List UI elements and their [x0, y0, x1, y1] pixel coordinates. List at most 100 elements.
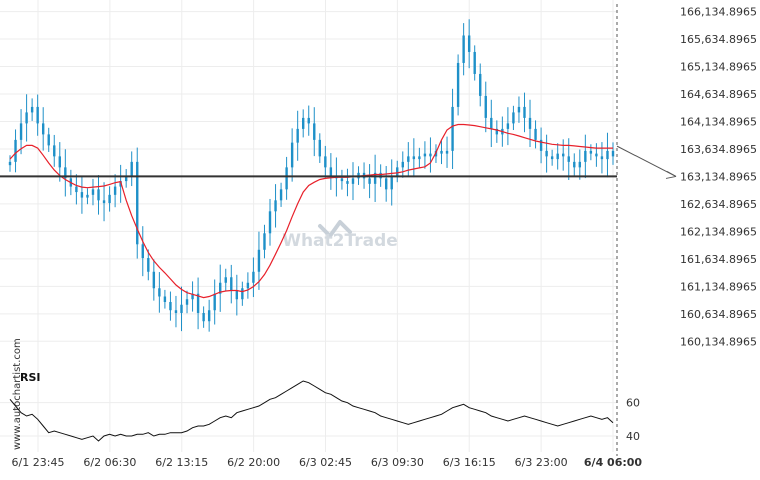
rsi-label: RSI: [20, 371, 41, 384]
candle-body: [36, 106, 39, 124]
candle-body: [53, 145, 56, 157]
price-tick-label: 161,634.8965: [680, 253, 757, 266]
price-tick-label: 166,134.8965: [680, 6, 757, 19]
time-tick-label: 6/3 23:00: [515, 456, 568, 469]
candle-body: [307, 117, 310, 124]
candle-body: [545, 150, 548, 157]
candle-body: [102, 200, 106, 204]
rsi-line: [9, 380, 614, 442]
price-tick-label: 160,634.8965: [680, 308, 757, 321]
candle-body: [445, 150, 449, 154]
candle-body: [429, 153, 432, 157]
moving-average-layer: [9, 123, 613, 299]
candle-body: [213, 293, 216, 311]
candle-body: [467, 35, 471, 52]
candle-body: [257, 249, 261, 272]
candle-body: [136, 161, 139, 245]
candle-body: [235, 291, 239, 300]
candle-body: [479, 73, 482, 96]
candle-body: [19, 123, 23, 140]
candle-body: [147, 258, 150, 272]
price-axis: 166,134.8965 165,634.8965 165,134.8965 164,…: [680, 6, 757, 349]
time-tick-label: 6/2 06:30: [83, 456, 136, 469]
candle-body: [407, 156, 410, 162]
candle-body: [91, 189, 95, 195]
watermark-text: What2Trade: [282, 231, 398, 251]
rsi-tick-label: 60: [626, 397, 640, 410]
candle-body: [423, 153, 427, 157]
candle-body: [462, 35, 465, 63]
candle-body: [185, 299, 189, 305]
price-tick-label: 162,634.8965: [680, 198, 757, 211]
candle-body: [373, 172, 377, 184]
candle-body: [246, 282, 250, 289]
candle-body: [473, 51, 476, 74]
candle-body: [141, 244, 144, 259]
candle-body: [14, 139, 17, 162]
candle-body: [279, 189, 283, 201]
candle-body: [351, 178, 355, 184]
candle-body: [340, 178, 344, 182]
candle-body: [611, 150, 615, 157]
candle-body: [41, 123, 45, 135]
candle-body: [578, 161, 582, 168]
candle-body: [484, 95, 487, 118]
candle-body: [25, 112, 28, 124]
candle-body: [196, 293, 200, 313]
candle-body: [207, 310, 211, 322]
candle-body: [163, 296, 167, 302]
candles-layer: [8, 19, 615, 332]
price-tick-label: 163,634.8965: [680, 143, 757, 156]
candle-body: [401, 161, 404, 168]
candle-body: [512, 112, 515, 124]
candle-body: [490, 117, 493, 129]
candle-body: [80, 192, 84, 198]
candle-body: [318, 139, 321, 157]
moving-average-line: [9, 123, 613, 299]
price-tick-label: 161,134.8965: [680, 280, 757, 293]
candle-body: [589, 150, 593, 154]
candle-body: [390, 175, 393, 190]
candle-body: [152, 271, 156, 289]
candle-body: [174, 310, 178, 313]
candle-body: [274, 200, 277, 212]
candle-body: [584, 150, 587, 162]
time-tick-label: 6/3 02:45: [299, 456, 352, 469]
candle-body: [384, 178, 388, 190]
candle-body: [562, 153, 565, 157]
side-watermark-text: www.autochartist.com: [12, 338, 23, 450]
candle-body: [296, 128, 299, 143]
candle-body: [346, 181, 349, 184]
grid-layer: [0, 0, 617, 452]
candle-body: [252, 271, 255, 283]
time-tick-label: 6/2 20:00: [227, 456, 280, 469]
projection-arrow-line: [616, 145, 677, 177]
candle-body: [113, 186, 117, 195]
candle-body: [180, 304, 183, 313]
watermark-layer: What2Trade www.autochartist.com: [12, 220, 398, 450]
candle-body: [506, 123, 510, 129]
candle-body: [30, 106, 34, 113]
candle-body: [263, 233, 266, 250]
watermark-logo-icon: [318, 220, 352, 238]
price-tick-label: 165,134.8965: [680, 61, 757, 74]
candle-body: [191, 293, 194, 300]
candle-body: [412, 156, 416, 160]
candle-body: [451, 106, 454, 151]
candle-body: [556, 153, 559, 160]
candle-body: [567, 156, 570, 162]
candle-body: [202, 312, 205, 322]
price-tick-label: 162,134.8965: [680, 225, 757, 238]
candle-body: [573, 161, 576, 168]
candle-body: [539, 139, 543, 151]
candle-body: [119, 181, 122, 187]
candle-body: [606, 150, 609, 160]
price-tick-label: 160,134.8965: [680, 335, 757, 348]
rsi-panel: RSI 60 40: [9, 371, 640, 443]
time-tick-label: 6/3 16:15: [443, 456, 496, 469]
candle-body: [124, 175, 128, 182]
candle-body: [495, 128, 499, 135]
candle-body: [224, 277, 227, 283]
